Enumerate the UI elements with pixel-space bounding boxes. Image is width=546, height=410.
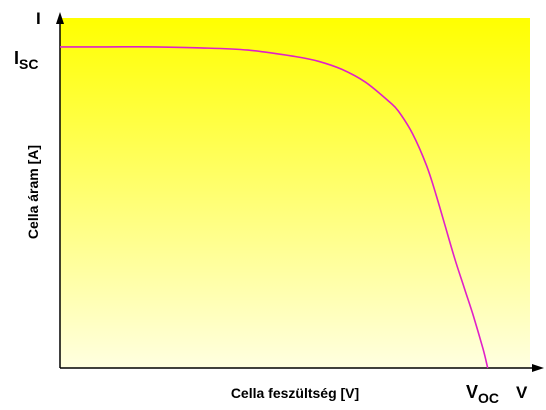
plot-area [60,18,530,368]
isc-label: ISC [14,48,38,72]
x-axis-arrow [532,364,544,372]
voc-label: VOC [466,382,499,406]
y-axis-label: Cella áram [A] [25,145,41,239]
voc-label-sub: OC [478,390,499,406]
x-axis-symbol: V [516,383,528,402]
voc-label-main: V [466,382,478,402]
x-axis-label: Cella feszültség [V] [231,385,359,401]
y-axis-arrow [56,12,64,24]
isc-label-main: I [14,48,19,68]
y-axis-symbol: I [36,9,41,28]
isc-label-sub: SC [19,56,38,72]
iv-curve-line [60,46,489,369]
